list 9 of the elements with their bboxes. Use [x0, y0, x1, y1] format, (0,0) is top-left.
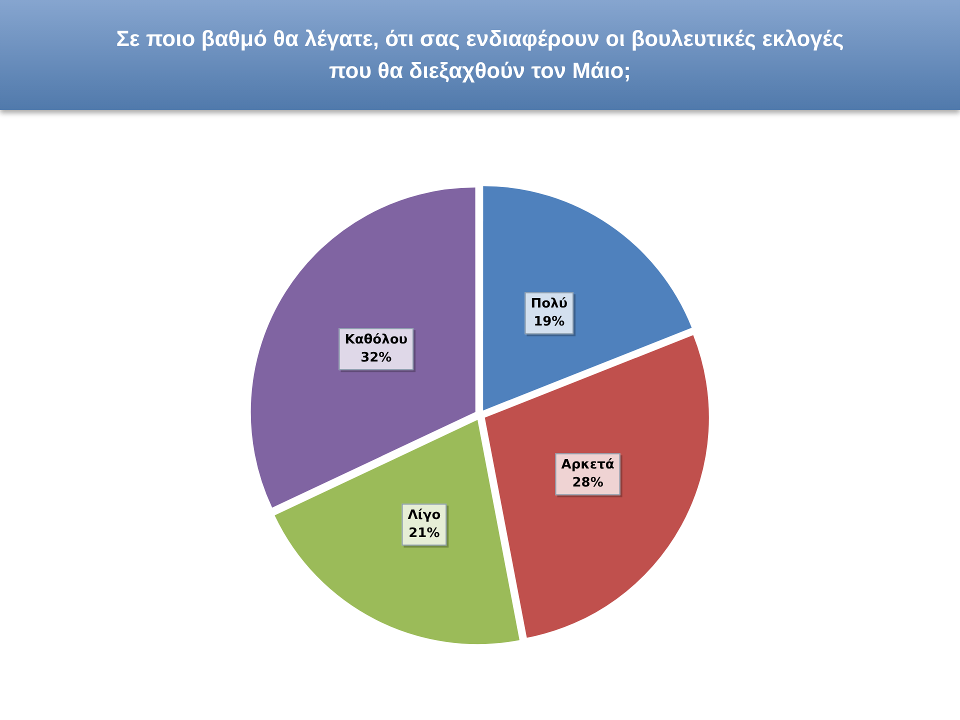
data-label: 19% [534, 314, 565, 330]
slice-label: Πολύ [530, 296, 568, 312]
slice-label: Αρκετά [561, 458, 614, 473]
data-label: 28% [572, 476, 604, 491]
data-label: 32% [360, 350, 392, 366]
slice-label: Καθόλου [344, 332, 408, 348]
chart-title: Σε ποιο βαθμό θα λέγατε, ότι σας ενδιαφέρουν οι βουλευτικές εκλογές που θα διεξαχθούν τον Μάιο; [115, 25, 845, 85]
data-label: 21% [408, 526, 440, 541]
slice-label: Λίγο [408, 508, 441, 523]
